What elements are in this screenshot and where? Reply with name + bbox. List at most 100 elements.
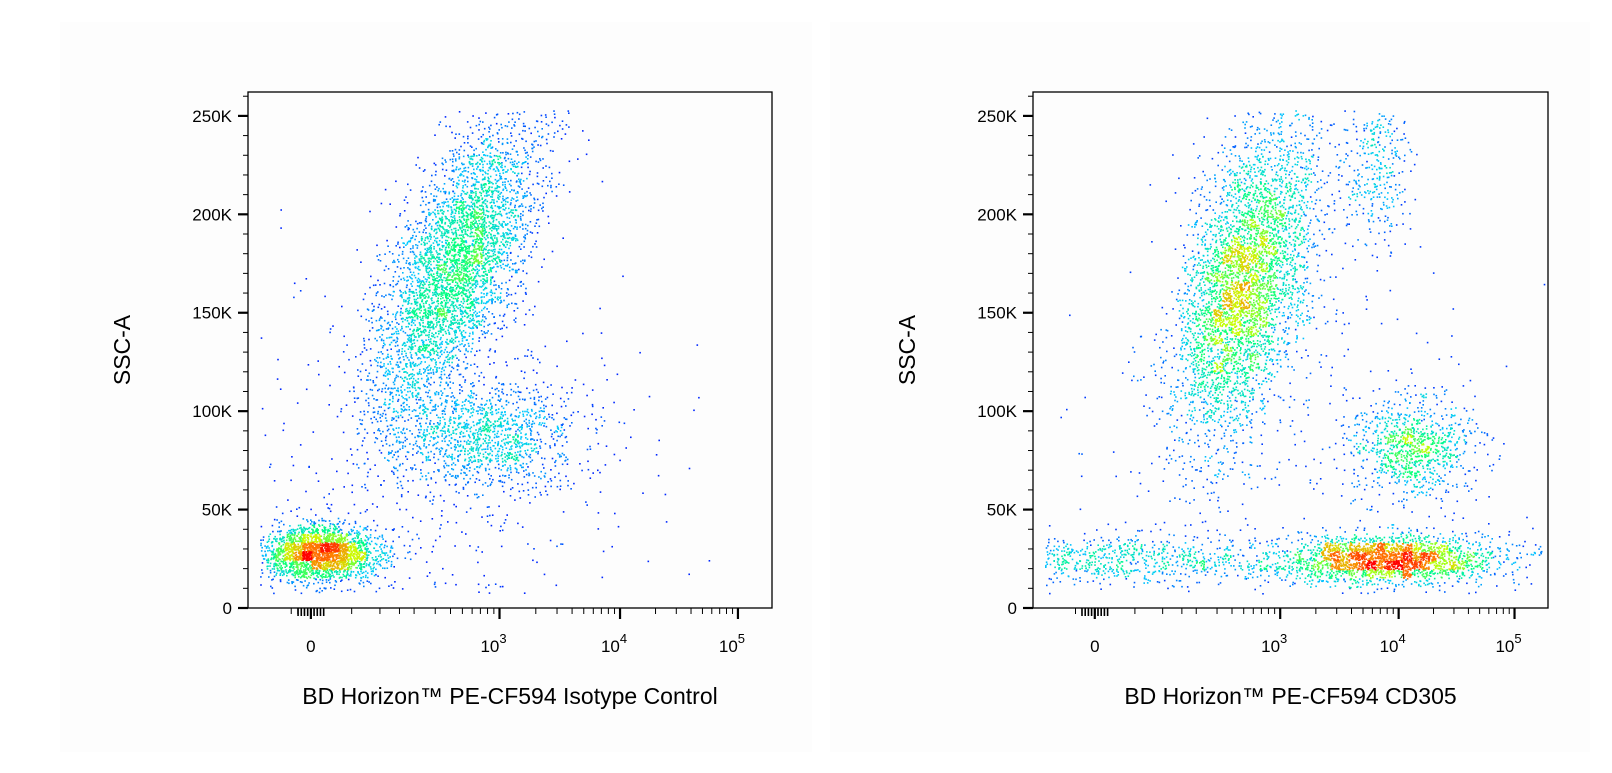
- event-dot: [401, 304, 404, 307]
- event-dot: [561, 463, 564, 466]
- event-dot: [466, 185, 469, 188]
- event-dot: [480, 320, 483, 323]
- event-dot: [500, 266, 503, 269]
- event-dot: [502, 203, 505, 206]
- event-dot: [475, 147, 477, 150]
- event-dot: [382, 430, 384, 433]
- event-dot: [445, 395, 448, 397]
- event-dot: [445, 325, 447, 327]
- event-dot: [439, 355, 441, 358]
- event-dot: [493, 322, 496, 325]
- event-dot: [493, 280, 496, 283]
- event-dot: [434, 437, 436, 439]
- event-dot: [476, 422, 478, 425]
- event-dot: [535, 447, 538, 449]
- event-dot: [521, 424, 523, 427]
- event-dot: [398, 464, 401, 467]
- event-dot: [525, 433, 527, 435]
- event-dot: [524, 125, 526, 128]
- event-dot: [482, 143, 485, 145]
- event-dot: [413, 329, 415, 332]
- event-dot: [485, 302, 487, 305]
- event-dot: [368, 320, 370, 322]
- event-dot: [276, 538, 278, 540]
- event-dot: [394, 271, 397, 273]
- event-dot: [548, 222, 550, 224]
- event-dot: [491, 236, 493, 239]
- event-dot: [562, 237, 564, 239]
- event-dot: [418, 258, 421, 260]
- event-dot: [491, 300, 493, 302]
- event-dot: [508, 279, 511, 282]
- event-dot: [478, 479, 481, 481]
- event-dot: [429, 399, 432, 402]
- event-dot: [401, 395, 403, 398]
- event-dot: [394, 380, 396, 382]
- event-dot: [396, 338, 399, 340]
- event-dot: [544, 472, 547, 475]
- event-dot: [543, 573, 546, 576]
- event-dot: [430, 212, 432, 215]
- event-dot: [376, 506, 378, 508]
- event-dot: [439, 527, 441, 530]
- event-dot: [434, 405, 436, 407]
- event-dot: [350, 541, 352, 544]
- event-dot: [360, 315, 363, 318]
- event-dot: [292, 573, 294, 575]
- event-dot: [392, 587, 395, 589]
- event-dot: [541, 185, 544, 188]
- event-dot: [459, 450, 462, 452]
- event-dot: [537, 391, 539, 394]
- event-dot: [336, 571, 339, 573]
- event-dot: [466, 176, 469, 179]
- event-dot: [508, 303, 510, 305]
- event-dot: [293, 282, 296, 285]
- event-dot: [395, 330, 397, 333]
- event-dot: [304, 580, 306, 582]
- event-dot: [492, 228, 495, 230]
- event-dot: [513, 124, 515, 126]
- event-dot: [454, 340, 457, 343]
- event-dot: [613, 453, 616, 456]
- event-dot: [522, 162, 524, 164]
- event-dot: [546, 493, 549, 496]
- event-dot: [437, 354, 439, 357]
- event-dot: [514, 269, 517, 272]
- event-dot: [365, 574, 367, 577]
- event-dot: [614, 512, 616, 515]
- event-dot: [480, 371, 483, 374]
- event-dot: [521, 205, 524, 207]
- event-dot: [441, 236, 444, 239]
- event-dot: [428, 266, 431, 269]
- event-dot: [508, 247, 510, 250]
- event-dot: [505, 460, 507, 463]
- event-dot: [407, 220, 409, 222]
- event-dot: [521, 445, 523, 447]
- event-dot: [460, 430, 463, 433]
- event-dot: [418, 222, 421, 224]
- event-dot: [472, 163, 474, 165]
- event-dot: [470, 394, 472, 397]
- event-dot: [390, 584, 393, 586]
- event-dot: [456, 326, 459, 329]
- event-dot: [336, 573, 338, 575]
- event-dot: [408, 387, 411, 389]
- event-dot: [500, 426, 503, 428]
- event-dot: [492, 225, 494, 228]
- event-dot: [485, 437, 487, 440]
- event-dot: [481, 319, 484, 321]
- event-dot: [517, 154, 519, 156]
- event-dot: [475, 398, 477, 400]
- event-dot: [453, 221, 456, 224]
- event-dot: [327, 507, 329, 509]
- event-dot: [367, 458, 369, 460]
- event-dot: [413, 339, 416, 341]
- event-dot: [488, 126, 490, 129]
- event-dot: [403, 350, 406, 352]
- event-dot: [393, 410, 395, 413]
- event-dot: [411, 343, 414, 345]
- event-dot: [441, 219, 444, 222]
- event-dot: [496, 387, 498, 390]
- event-dot: [324, 520, 327, 522]
- event-dot: [317, 480, 320, 482]
